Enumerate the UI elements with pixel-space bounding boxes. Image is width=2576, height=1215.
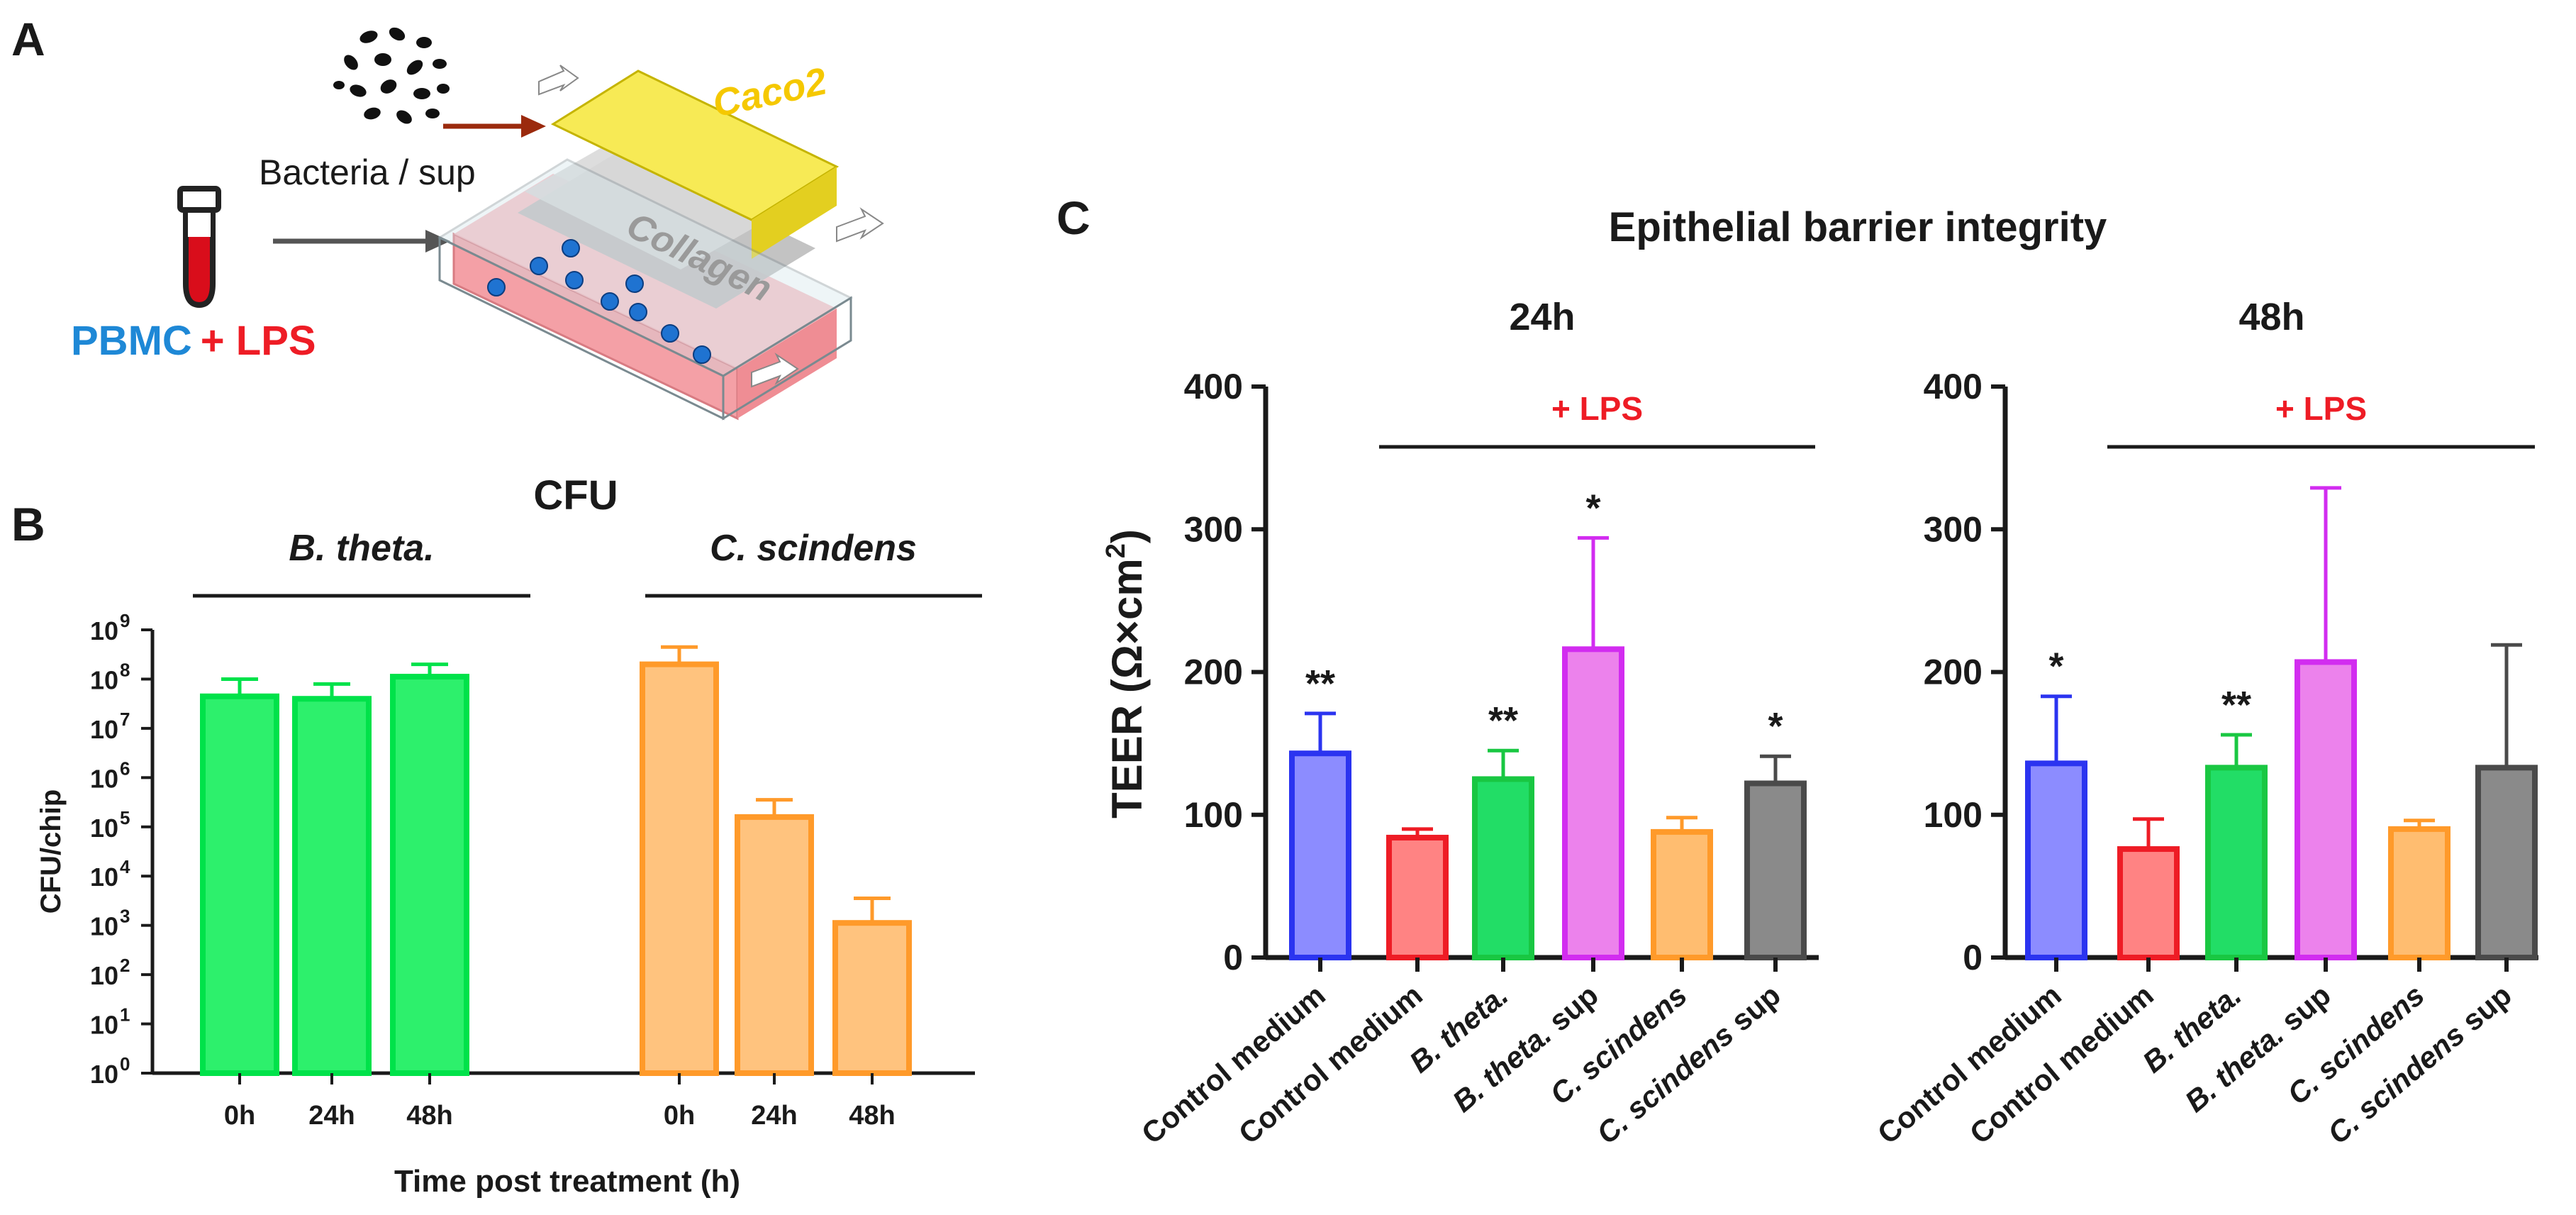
- y-tick-label: 300: [1184, 509, 1243, 549]
- bacteria-cluster-icon: [333, 27, 450, 124]
- chart-title: 48h: [2238, 296, 2304, 338]
- x-tick-label: 48h: [849, 1101, 895, 1131]
- y-tick-exponent: 9: [120, 610, 130, 631]
- bar: [2205, 765, 2268, 961]
- y-tick-exponent: 8: [120, 659, 130, 680]
- y-tick-exponent: 2: [120, 955, 130, 976]
- blood-tube-icon: [177, 186, 221, 309]
- bar: [1562, 646, 1624, 960]
- bar: [1289, 750, 1351, 961]
- x-tick-label: 0h: [224, 1101, 255, 1131]
- y-tick-label: 10: [90, 616, 118, 645]
- x-tick-label: 24h: [751, 1101, 797, 1131]
- y-tick-exponent: 3: [120, 906, 130, 927]
- x-tick-label: 48h: [406, 1101, 452, 1131]
- y-tick-label: 0: [1223, 938, 1243, 977]
- y-tick-label: 200: [1184, 653, 1243, 692]
- y-tick-label: 100: [1184, 795, 1243, 835]
- y-tick-exponent: 7: [120, 709, 130, 730]
- y-axis-label-main: TEER (Ω×cm: [1103, 558, 1151, 819]
- y-tick-exponent: 6: [120, 758, 130, 779]
- y-tick-label: 300: [1924, 509, 1983, 549]
- y-tick-label: 400: [1924, 367, 1983, 406]
- significance-mark: **: [2221, 684, 2251, 726]
- group-label: B. theta.: [289, 528, 434, 569]
- lps-label: + LPS: [201, 318, 316, 364]
- group-label: C. scindens: [710, 528, 917, 569]
- y-tick-label: 10: [90, 715, 118, 744]
- bar: [832, 920, 912, 1077]
- bacteria-label: Bacteria / sup: [259, 152, 476, 192]
- significance-mark: *: [1585, 487, 1600, 529]
- chart-title: CFU: [533, 472, 618, 518]
- y-tick-label: 100: [1924, 795, 1983, 835]
- significance-mark: **: [1305, 662, 1335, 705]
- lps-bracket-label: + LPS: [2275, 390, 2367, 427]
- bar: [640, 661, 719, 1076]
- significance-mark: *: [2048, 645, 2063, 688]
- bar: [292, 696, 372, 1076]
- y-axis-label: TEER (Ω×cm2): [1101, 529, 1151, 819]
- bar: [2388, 826, 2450, 960]
- y-tick-label: 10: [90, 961, 118, 990]
- bar: [2475, 765, 2538, 961]
- y-tick-label: 10: [90, 814, 118, 843]
- bar: [735, 814, 814, 1077]
- bar: [1744, 780, 1807, 960]
- x-axis-label: Time post treatment (h): [394, 1164, 740, 1199]
- y-tick-label: 200: [1924, 653, 1983, 692]
- y-tick-label: 10: [90, 862, 118, 892]
- bar: [390, 673, 469, 1076]
- y-tick-exponent: 5: [120, 807, 130, 828]
- chart-title: 24h: [1509, 296, 1575, 338]
- y-tick-label: 10: [90, 912, 118, 941]
- y-tick-label: 400: [1184, 367, 1243, 406]
- bar: [2117, 846, 2180, 961]
- panel-b-label: B: [11, 498, 45, 550]
- bar: [2025, 760, 2087, 961]
- y-tick-exponent: 0: [120, 1053, 130, 1075]
- y-tick-label: 10: [90, 665, 118, 694]
- bar: [200, 693, 279, 1076]
- lps-bracket-label: + LPS: [1551, 390, 1643, 427]
- y-tick-label: 10: [90, 764, 118, 793]
- pbmc-label: PBMC: [71, 318, 192, 364]
- bar: [1386, 834, 1449, 960]
- bar: [2295, 659, 2357, 960]
- y-axis-label-end: ): [1103, 529, 1151, 543]
- pbmc-lps-label: PBMC + LPS: [71, 318, 316, 364]
- y-tick-label: 10: [90, 1060, 118, 1089]
- bar: [1472, 776, 1534, 960]
- significance-mark: *: [1768, 705, 1783, 748]
- bar: [1651, 828, 1713, 961]
- y-axis-label-sup: 2: [1101, 543, 1131, 558]
- y-tick-exponent: 4: [120, 856, 130, 877]
- y-tick-exponent: 1: [120, 1004, 130, 1026]
- panel-c-label: C: [1056, 192, 1091, 244]
- organ-chip-icon: Caco2 Collagen: [437, 60, 884, 421]
- y-tick-label: 10: [90, 1011, 118, 1040]
- x-tick-label: 24h: [308, 1101, 355, 1131]
- y-tick-label: 0: [1963, 938, 1983, 977]
- panel-a-label: A: [11, 13, 45, 65]
- x-tick-label: 0h: [664, 1101, 695, 1131]
- panel-a-schematic: A Bacteria / sup: [11, 13, 884, 421]
- y-axis-label: CFU/chip: [35, 789, 67, 914]
- significance-mark: **: [1488, 699, 1518, 742]
- figure-title: Epithelial barrier integrity: [1609, 204, 2107, 250]
